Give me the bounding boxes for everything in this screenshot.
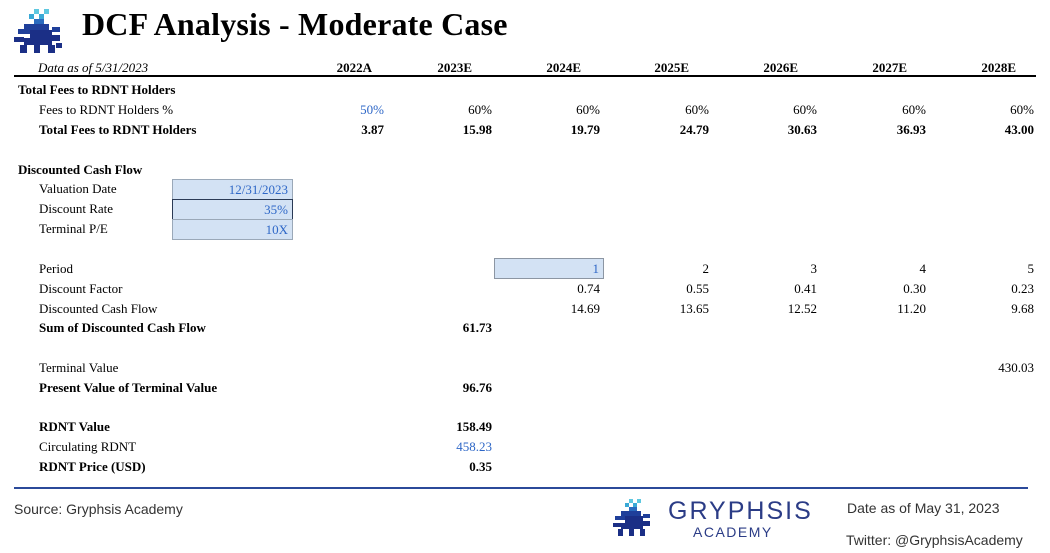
fees-pct-value: 60% [576, 102, 600, 117]
period-label: Period [39, 261, 73, 276]
fees-pct-value: 60% [793, 102, 817, 117]
fees-total-value: 3.87 [361, 122, 384, 137]
terminal-value-row: Terminal Value 430.03 [14, 360, 1036, 378]
terminal-pe-label: Terminal P/E [39, 221, 108, 236]
brand-subtitle: ACADEMY [693, 524, 773, 540]
discount-factor-value: 0.55 [686, 281, 709, 296]
pv-terminal-label: Present Value of Terminal Value [39, 380, 218, 395]
price-value: 0.35 [469, 459, 492, 474]
valuation-date-input[interactable]: 12/31/2023 [172, 179, 293, 200]
fees-total-row: Total Fees to RDNT Holders 3.87 15.98 19… [14, 122, 1036, 140]
page-header: DCF Analysis - Moderate Case [0, 0, 1050, 56]
circulating-row: Circulating RDNT 458.23 [14, 439, 1036, 457]
discount-factor-value: 0.30 [903, 281, 926, 296]
fees-total-value: 30.63 [787, 122, 817, 137]
year-header: 2028E [981, 60, 1016, 75]
discount-factor-label: Discount Factor [39, 281, 123, 296]
fees-total-label: Total Fees to RDNT Holders [39, 122, 197, 137]
brand-name: GRYPHSIS [668, 497, 813, 525]
fees-total-value: 24.79 [679, 122, 709, 137]
pv-terminal-value: 96.76 [462, 380, 492, 395]
terminal-pe-value: 10X [265, 222, 288, 237]
price-row: RDNT Price (USD) 0.35 [14, 459, 1036, 477]
rdnt-value-label: RDNT Value [39, 419, 110, 434]
page-title: DCF Analysis - Moderate Case [82, 6, 508, 42]
gryphon-logo-icon [14, 9, 62, 53]
footer-divider [14, 487, 1028, 489]
year-header: 2027E [872, 60, 907, 75]
circulating-label: Circulating RDNT [39, 439, 137, 454]
dcf-section-title: Discounted Cash Flow [18, 162, 143, 177]
terminal-pe-input[interactable]: 10X [172, 219, 293, 240]
fees-pct-input[interactable]: 50% [360, 102, 384, 117]
dcf-label: Discounted Cash Flow [39, 301, 158, 316]
rdnt-value: 158.49 [456, 419, 492, 434]
rdnt-value-row: RDNT Value 158.49 [14, 419, 1036, 437]
year-header: 2023E [437, 60, 472, 75]
valuation-date-row: Valuation Date [14, 181, 1036, 199]
dcf-value: 13.65 [679, 301, 709, 316]
discount-rate-label: Discount Rate [39, 201, 114, 216]
year-header: 2024E [546, 60, 581, 75]
period-value: 5 [1027, 261, 1035, 276]
fees-pct-row: Fees to RDNT Holders % 50% 60% 60% 60% 6… [14, 102, 1036, 120]
discount-rate-row: Discount Rate [14, 201, 1036, 219]
column-header-row: Data as of 5/31/2023 2022A 2023E 2024E 2… [14, 59, 1036, 77]
period-1-value: 1 [592, 261, 600, 276]
dcf-value: 11.20 [897, 301, 926, 316]
sum-dcf-row: Sum of Discounted Cash Flow 61.73 [14, 320, 1036, 338]
terminal-value-label: Terminal Value [39, 360, 119, 375]
terminal-value: 430.03 [998, 360, 1034, 375]
date-as-of-text: Date as of May 31, 2023 [847, 500, 1000, 516]
discount-rate-input[interactable]: 35% [172, 199, 293, 220]
period-value: 3 [810, 261, 818, 276]
dcf-value: 14.69 [570, 301, 600, 316]
gryphsis-logo-icon [613, 499, 650, 536]
period-value: 2 [702, 261, 710, 276]
year-header: 2026E [763, 60, 798, 75]
fees-pct-value: 60% [1010, 102, 1034, 117]
fees-total-value: 36.93 [896, 122, 926, 137]
year-header: 2022A [336, 60, 372, 75]
discount-factor-value: 0.41 [794, 281, 817, 296]
fees-pct-value: 60% [468, 102, 492, 117]
circulating-input[interactable]: 458.23 [456, 439, 492, 454]
dcf-value: 12.52 [787, 301, 817, 316]
data-as-of-label: Data as of 5/31/2023 [38, 60, 149, 75]
dcf-value: 9.68 [1011, 301, 1034, 316]
sum-dcf-label: Sum of Discounted Cash Flow [39, 320, 206, 335]
source-text: Source: Gryphsis Academy [14, 501, 183, 517]
discount-factor-row: Discount Factor 0.74 0.55 0.41 0.30 0.23 [14, 281, 1036, 299]
period-value: 4 [919, 261, 927, 276]
discount-rate-value: 35% [264, 202, 288, 217]
year-header: 2025E [654, 60, 689, 75]
fees-section-row: Total Fees to RDNT Holders [14, 82, 1036, 100]
fees-total-value: 19.79 [570, 122, 600, 137]
fees-total-value: 15.98 [462, 122, 492, 137]
fees-pct-value: 60% [902, 102, 926, 117]
valuation-date-label: Valuation Date [39, 181, 117, 196]
fees-pct-label: Fees to RDNT Holders % [39, 102, 174, 117]
twitter-handle[interactable]: Twitter: @GryphsisAcademy [846, 532, 1023, 548]
dcf-row: Discounted Cash Flow 14.69 13.65 12.52 1… [14, 301, 1036, 319]
price-label: RDNT Price (USD) [39, 459, 146, 474]
pv-terminal-row: Present Value of Terminal Value 96.76 [14, 380, 1036, 398]
terminal-pe-row: Terminal P/E [14, 221, 1036, 239]
valuation-date-value: 12/31/2023 [228, 182, 288, 197]
sum-dcf-value: 61.73 [462, 320, 492, 335]
discount-factor-value: 0.23 [1011, 281, 1034, 296]
period-row: Period 2 3 4 5 [14, 261, 1036, 279]
period-1-cell[interactable]: 1 [494, 258, 604, 279]
dcf-section-row: Discounted Cash Flow [14, 162, 1036, 180]
fees-section-title: Total Fees to RDNT Holders [18, 82, 176, 97]
fees-pct-value: 60% [685, 102, 709, 117]
fees-total-value: 43.00 [1004, 122, 1034, 137]
discount-factor-value: 0.74 [577, 281, 600, 296]
